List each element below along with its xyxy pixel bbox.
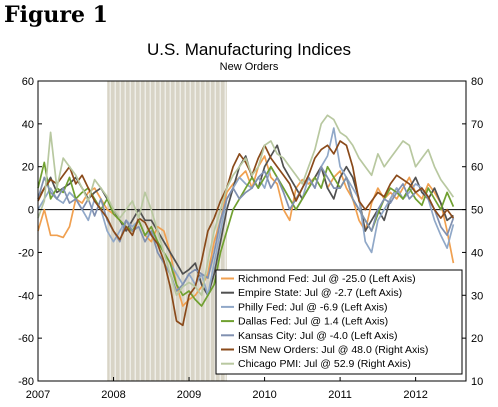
left-axis-tick-label: 40 [22, 119, 34, 131]
series-line-7 [37, 114, 455, 297]
left-axis-tick-label: -80 [18, 376, 34, 388]
legend-entry-1: Richmond Fed: Jul @ -25.0 (Left Axis) [238, 273, 416, 285]
left-axis-tick-label: -20 [18, 247, 34, 259]
series-line-6 [37, 140, 455, 327]
figure-label: Figure 1 [4, 2, 108, 28]
x-axis-tick-label: 2007 [26, 389, 50, 401]
left-axis-tick-label: -60 [18, 333, 34, 345]
left-axis-tick-label: -40 [18, 290, 34, 302]
legend-entry-4: Dallas Fed: Jul @ 1.4 (Left Axis) [238, 316, 388, 328]
right-axis-tick-label: 30 [471, 290, 483, 302]
series-line-3 [37, 127, 455, 297]
x-axis-tick-label: 2012 [403, 389, 427, 401]
right-axis-tick-label: 80 [471, 76, 483, 88]
left-axis-tick-label: 0 [28, 205, 34, 217]
right-axis-tick-label: 60 [471, 162, 483, 174]
left-axis-tick-label: 20 [22, 162, 34, 174]
recession-shading [107, 81, 227, 381]
legend-entry-6: ISM New Orders: Jul @ 48.0 (Right Axis) [238, 344, 428, 356]
x-axis-tick-label: 2009 [177, 389, 201, 401]
x-axis-tick-label: 2011 [328, 389, 352, 401]
chart-subtitle: New Orders [220, 61, 279, 73]
series-line-5 [37, 165, 455, 292]
right-axis-tick-label: 50 [471, 205, 483, 217]
right-axis-tick-label: 20 [471, 333, 483, 345]
legend-entry-3: Philly Fed: Jul @ -6.9 (Left Axis) [238, 301, 388, 313]
legend-entry-5: Kansas City: Jul @ -4.0 (Left Axis) [238, 330, 397, 342]
left-axis-tick-label: 60 [22, 76, 34, 88]
chart-title: U.S. Manufacturing Indices [147, 40, 351, 59]
right-axis-tick-label: 10 [471, 376, 483, 388]
plot-frame [37, 80, 467, 382]
right-axis-tick-label: 40 [471, 247, 483, 259]
legend-entry-2: Empire State: Jul @ -2.7 (Left Axis) [238, 287, 402, 299]
legend-box [215, 269, 463, 375]
x-axis-tick-label: 2010 [252, 389, 276, 401]
legend-entry-7: Chicago PMI: Jul @ 52.9 (Right Axis) [238, 358, 411, 370]
x-axis-tick-label: 2008 [101, 389, 125, 401]
right-axis-tick-label: 70 [471, 119, 483, 131]
